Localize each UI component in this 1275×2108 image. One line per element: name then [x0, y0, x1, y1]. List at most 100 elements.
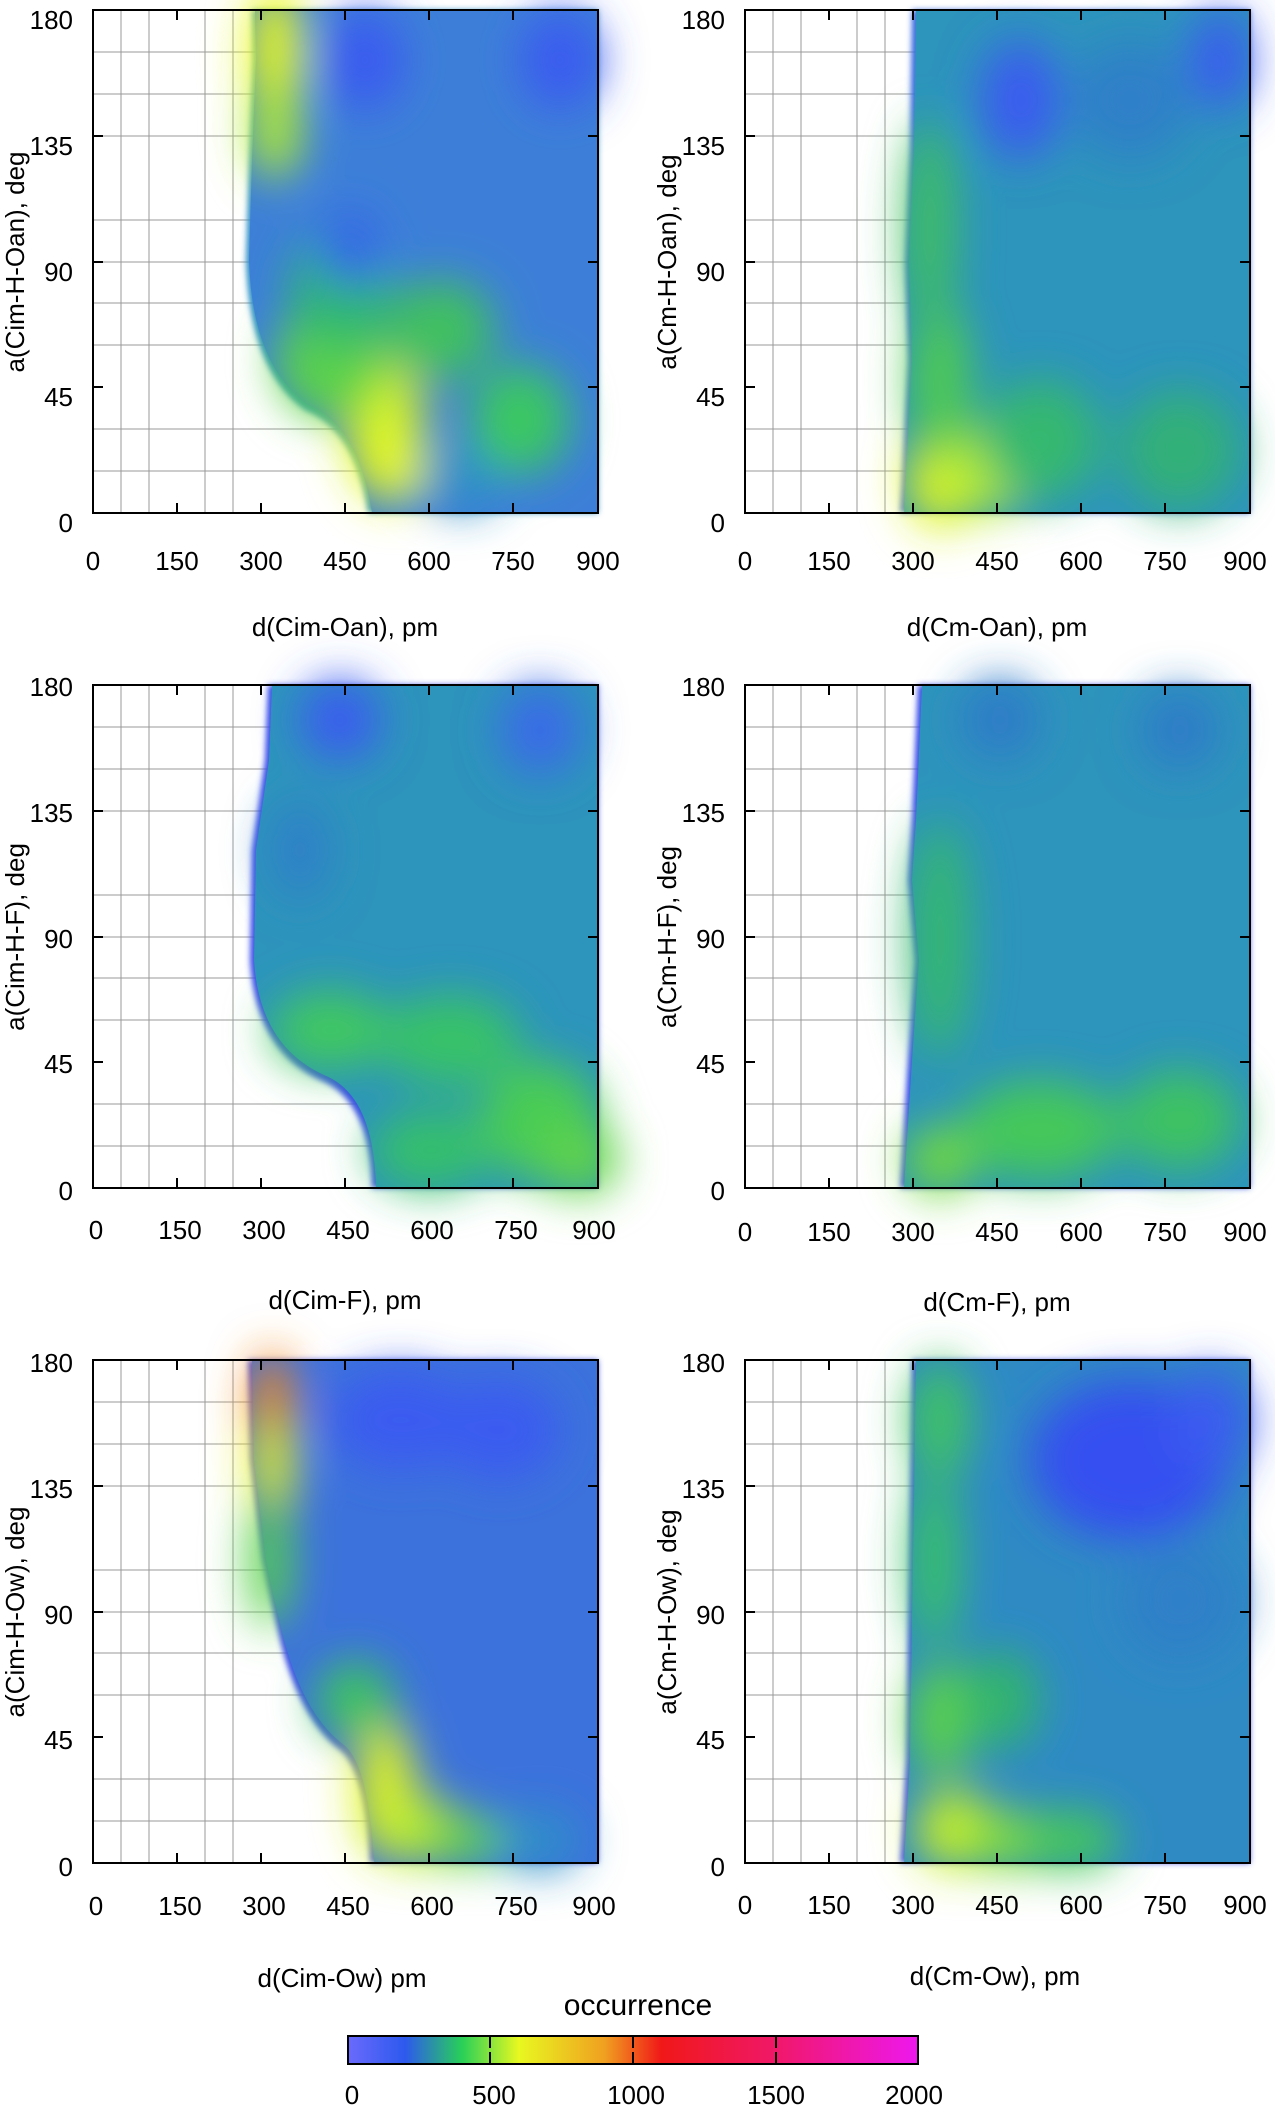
x-tick-label: 600	[407, 546, 450, 576]
heatmap-field	[900, 1360, 1250, 1870]
x-axis-label: d(Cim-Oan), pm	[252, 612, 438, 642]
x-axis-label: d(Cm-Ow), pm	[910, 1961, 1080, 1991]
y-tick-label: 0	[711, 1852, 725, 1882]
x-axis-label: d(Cim-F), pm	[268, 1285, 421, 1315]
x-axis-ticks	[744, 1360, 1251, 1863]
x-tick-label: 750	[1143, 546, 1186, 576]
x-tick-label: 300	[891, 1217, 934, 1247]
x-tick-label: 900	[572, 1891, 615, 1921]
x-axis-ticks	[92, 10, 599, 513]
x-axis-label: d(Cim-Ow) pm	[258, 1963, 427, 1993]
y-axis-label: a(Cm-H-Oan), deg	[652, 154, 682, 369]
x-axis-ticks	[92, 1360, 599, 1863]
colorbar-tick-label: 500	[472, 2080, 515, 2108]
heatmap-field	[900, 680, 1250, 1195]
x-tick-label: 450	[326, 1215, 369, 1245]
y-axis-ticks	[745, 684, 1250, 1189]
y-axis-label: a(Cim-H-F), deg	[0, 843, 30, 1031]
x-tick-label: 900	[572, 1215, 615, 1245]
x-axis-ticks	[744, 685, 1251, 1188]
panel-1: 0 150 300 450 600 750 900 0 45 90 135 18…	[0, 0, 620, 642]
heatmap-field	[900, 10, 1250, 530]
x-tick-label: 450	[975, 1890, 1018, 1920]
x-tick-label: 600	[410, 1891, 453, 1921]
panel-5: 0 150 300 450 600 750 900 0 45 90 135 18…	[0, 1348, 616, 1993]
x-tick-label: 150	[807, 1890, 850, 1920]
y-tick-label: 135	[682, 1474, 725, 1504]
x-tick-label: 0	[738, 1890, 752, 1920]
x-tick-label: 150	[807, 1217, 850, 1247]
x-tick-label: 750	[1143, 1890, 1186, 1920]
y-tick-label: 180	[682, 672, 725, 702]
x-tick-label: 600	[1059, 1217, 1102, 1247]
y-tick-label: 180	[682, 5, 725, 35]
y-tick-label: 180	[30, 5, 73, 35]
x-tick-label: 450	[326, 1891, 369, 1921]
panel-3: 0 150 300 450 600 750 900 0 45 90 135 18…	[0, 672, 620, 1315]
y-tick-label: 0	[59, 1176, 73, 1206]
x-tick-label: 300	[891, 1890, 934, 1920]
x-axis-ticks	[744, 10, 1251, 513]
x-tick-label: 300	[242, 1215, 285, 1245]
y-tick-label: 180	[30, 672, 73, 702]
panel-2: 0 150 300 450 600 750 900 0 45 90 135 18…	[652, 5, 1267, 642]
y-tick-label: 90	[44, 1600, 73, 1630]
x-tick-label: 600	[410, 1215, 453, 1245]
x-tick-label: 900	[576, 546, 619, 576]
y-tick-label: 45	[696, 1049, 725, 1079]
y-tick-label: 90	[696, 1600, 725, 1630]
x-tick-label: 0	[89, 1215, 103, 1245]
y-tick-label: 135	[30, 798, 73, 828]
x-tick-label: 750	[494, 1891, 537, 1921]
y-tick-label: 45	[44, 382, 73, 412]
colorbar-tick-label: 1000	[607, 2080, 665, 2108]
y-axis-ticks	[93, 684, 598, 1189]
heatmap-field	[248, 1350, 598, 1870]
y-tick-label: 180	[30, 1348, 73, 1378]
y-tick-label: 135	[30, 131, 73, 161]
y-axis-label: a(Cim-H-Oan), deg	[0, 151, 30, 372]
y-axis-ticks	[745, 9, 1250, 514]
y-tick-label: 0	[711, 508, 725, 538]
x-tick-label: 150	[807, 546, 850, 576]
x-tick-label: 900	[1223, 1217, 1266, 1247]
y-tick-label: 135	[682, 131, 725, 161]
x-tick-label: 450	[323, 546, 366, 576]
y-tick-label: 0	[59, 1852, 73, 1882]
y-axis-label: a(Cm-H-F), deg	[652, 846, 682, 1028]
y-tick-label: 45	[696, 382, 725, 412]
x-axis-label: d(Cm-Oan), pm	[907, 612, 1088, 642]
y-tick-label: 90	[44, 924, 73, 954]
y-tick-label: 135	[682, 798, 725, 828]
panel-4: 0 150 300 450 600 750 900 0 45 90 135 18…	[652, 672, 1267, 1317]
y-axis-label: a(Cm-H-Ow), deg	[652, 1509, 682, 1714]
y-tick-label: 45	[44, 1049, 73, 1079]
y-axis-ticks	[93, 9, 598, 514]
x-tick-label: 300	[891, 546, 934, 576]
x-tick-label: 750	[494, 1215, 537, 1245]
x-tick-label: 450	[975, 546, 1018, 576]
x-tick-label: 0	[738, 1217, 752, 1247]
y-tick-label: 45	[44, 1725, 73, 1755]
x-tick-label: 0	[86, 546, 100, 576]
x-axis-ticks	[92, 685, 599, 1188]
x-tick-label: 900	[1223, 546, 1266, 576]
y-tick-label: 180	[682, 1348, 725, 1378]
y-tick-label: 90	[696, 257, 725, 287]
heatmap-field	[246, 0, 600, 513]
y-axis-label: a(Cim-H-Ow), deg	[0, 1507, 30, 1718]
y-tick-label: 90	[696, 924, 725, 954]
x-tick-label: 900	[1223, 1890, 1266, 1920]
x-tick-label: 150	[155, 546, 198, 576]
y-tick-label: 90	[44, 257, 73, 287]
x-axis-label: d(Cm-F), pm	[923, 1287, 1070, 1317]
colorbar-tick-label: 2000	[885, 2080, 943, 2108]
x-tick-label: 0	[738, 546, 752, 576]
x-tick-label: 450	[975, 1217, 1018, 1247]
x-tick-label: 750	[1143, 1217, 1186, 1247]
x-tick-label: 300	[242, 1891, 285, 1921]
y-tick-label: 0	[711, 1176, 725, 1206]
heatmap-field	[250, 680, 620, 1195]
colorbar-title: occurrence	[564, 1989, 712, 2022]
